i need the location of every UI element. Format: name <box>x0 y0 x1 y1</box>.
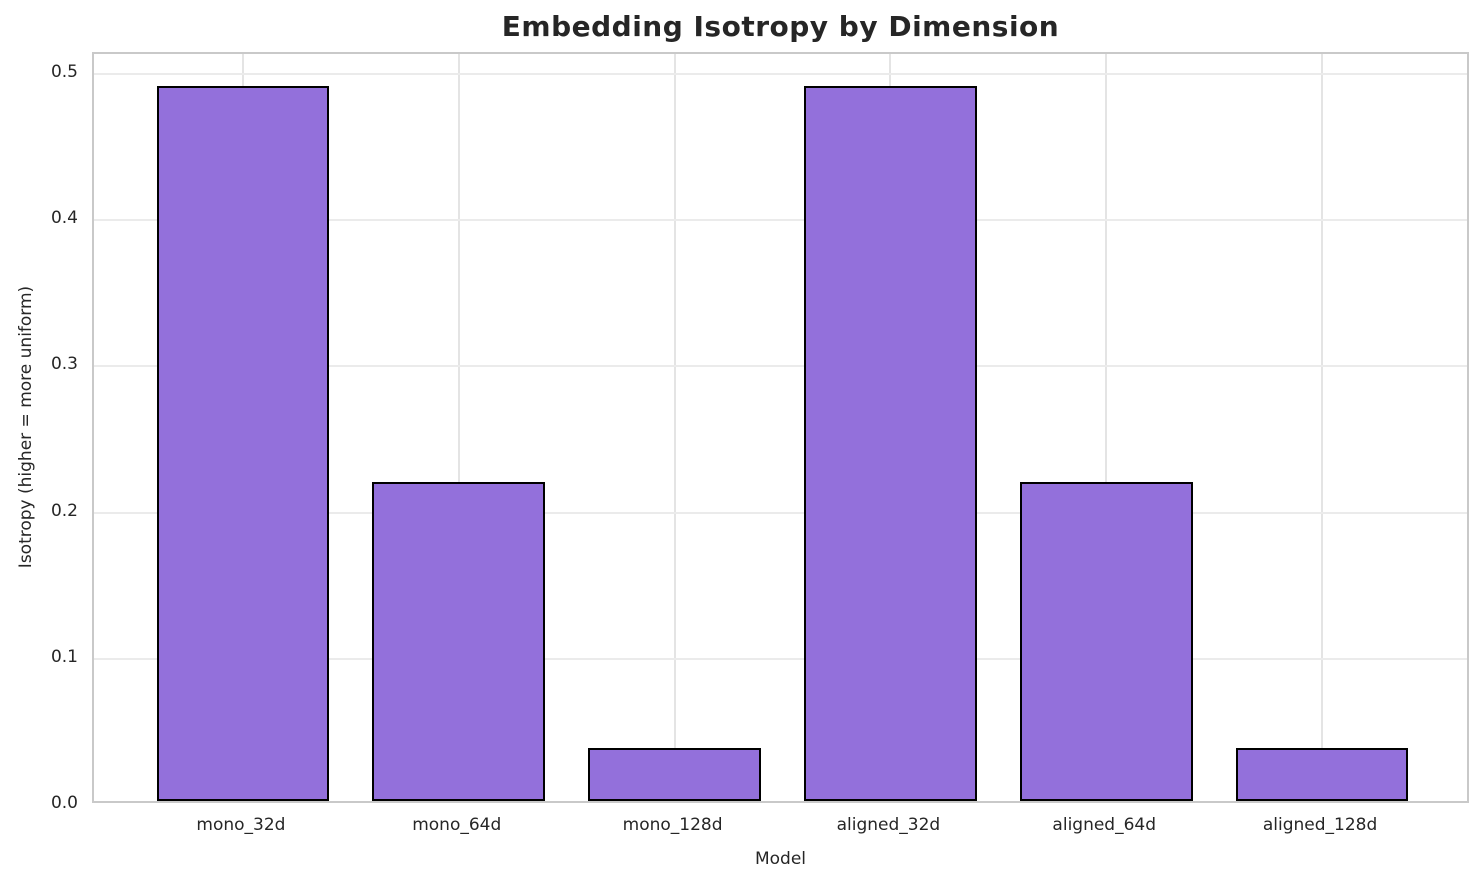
chart-title: Embedding Isotropy by Dimension <box>501 10 1060 43</box>
y-tick-label: 0.2 <box>50 500 78 521</box>
bar-aligned_128d <box>1235 748 1409 801</box>
y-tick-label: 0.5 <box>50 62 78 83</box>
x-tick-label: aligned_128d <box>1262 815 1378 835</box>
gridline-horizontal <box>94 219 1467 222</box>
bar-mono_32d <box>156 86 330 801</box>
x-tick-label: mono_64d <box>412 815 502 835</box>
bar-aligned_32d <box>804 86 977 801</box>
bar-mono_64d <box>372 482 546 801</box>
x-tick-label: aligned_32d <box>836 815 941 835</box>
y-tick-label: 0.1 <box>50 646 78 667</box>
bar-aligned_64d <box>1019 482 1193 801</box>
y-axis-label: Isotropy (higher = more uniform) <box>16 285 36 569</box>
gridline-vertical <box>673 54 676 801</box>
gridline-horizontal <box>94 365 1467 368</box>
gridline-vertical <box>1105 54 1108 801</box>
gridline-horizontal <box>94 657 1467 660</box>
x-tick-label: aligned_64d <box>1052 815 1157 835</box>
gridline-horizontal <box>94 511 1467 514</box>
x-axis-label: Model <box>754 849 807 869</box>
plot-area <box>92 52 1469 803</box>
y-tick-label: 0.4 <box>50 208 78 229</box>
gridline-horizontal <box>94 73 1467 76</box>
x-tick-label: mono_128d <box>622 815 723 835</box>
bar-mono_128d <box>588 748 761 801</box>
gridline-vertical <box>1321 54 1324 801</box>
y-tick-label: 0.3 <box>50 354 78 375</box>
gridline-vertical <box>457 54 460 801</box>
y-tick-label: 0.0 <box>50 793 78 813</box>
x-tick-label: mono_32d <box>196 815 286 835</box>
